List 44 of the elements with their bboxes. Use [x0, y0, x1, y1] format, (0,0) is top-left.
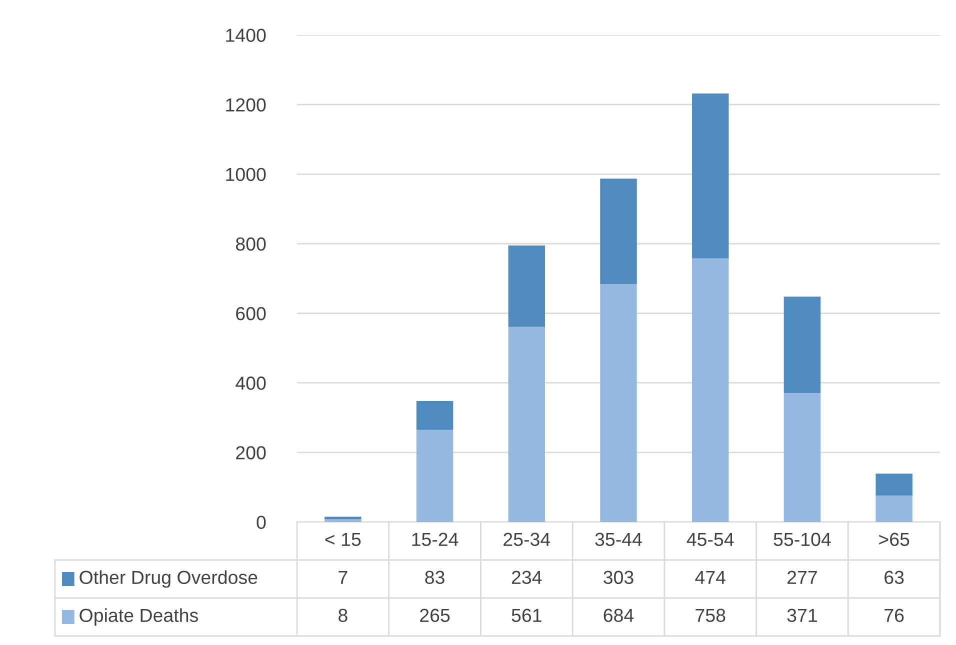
y-tick-label: 1400: [226, 28, 266, 42]
y-tick-label: 1000: [226, 168, 266, 182]
bar: [416, 400, 454, 430]
data-label: 265: [420, 608, 450, 622]
data-label: 371: [787, 608, 817, 622]
x-tick-label: 25-34: [504, 532, 550, 546]
y-tick-label: 600: [236, 306, 266, 320]
data-label: 83: [425, 570, 444, 584]
bar: [600, 284, 637, 522]
x-tick-label: < 15: [325, 532, 361, 546]
bar: [784, 392, 821, 522]
bar: [876, 496, 912, 522]
data-label: 758: [696, 608, 726, 622]
bar: [324, 519, 362, 522]
legend-label: Opiate Deaths: [80, 608, 198, 626]
data-label: 76: [884, 608, 904, 622]
bar: [600, 178, 637, 284]
bar: [784, 296, 821, 393]
bar: [692, 258, 729, 522]
x-tick-label: >65: [879, 532, 910, 546]
bar: [508, 326, 546, 522]
x-tick-label: 55-104: [774, 532, 831, 546]
data-label: 303: [604, 570, 634, 584]
x-tick-label: 15-24: [412, 532, 458, 546]
data-label: 63: [884, 570, 904, 584]
data-label: 684: [604, 608, 634, 622]
y-tick-label: 400: [236, 376, 266, 390]
y-tick-label: 1200: [226, 98, 266, 112]
data-label: 561: [512, 608, 542, 622]
y-tick-label: 0: [256, 516, 266, 529]
data-label: 7: [338, 570, 348, 584]
bar: [508, 245, 546, 327]
y-tick-label: 200: [236, 446, 266, 460]
bar: [876, 474, 912, 496]
x-tick-label: 35-44: [595, 532, 642, 546]
x-tick-label: 45-54: [686, 532, 734, 546]
data-label: 277: [788, 570, 817, 584]
bar: [692, 93, 729, 258]
data-label: 8: [338, 608, 348, 622]
bar: [416, 430, 454, 522]
data-label: 474: [695, 570, 726, 584]
legend-label: Other Drug Overdose: [80, 570, 258, 588]
y-tick-label: 800: [236, 237, 266, 251]
data-label: 234: [512, 570, 542, 584]
